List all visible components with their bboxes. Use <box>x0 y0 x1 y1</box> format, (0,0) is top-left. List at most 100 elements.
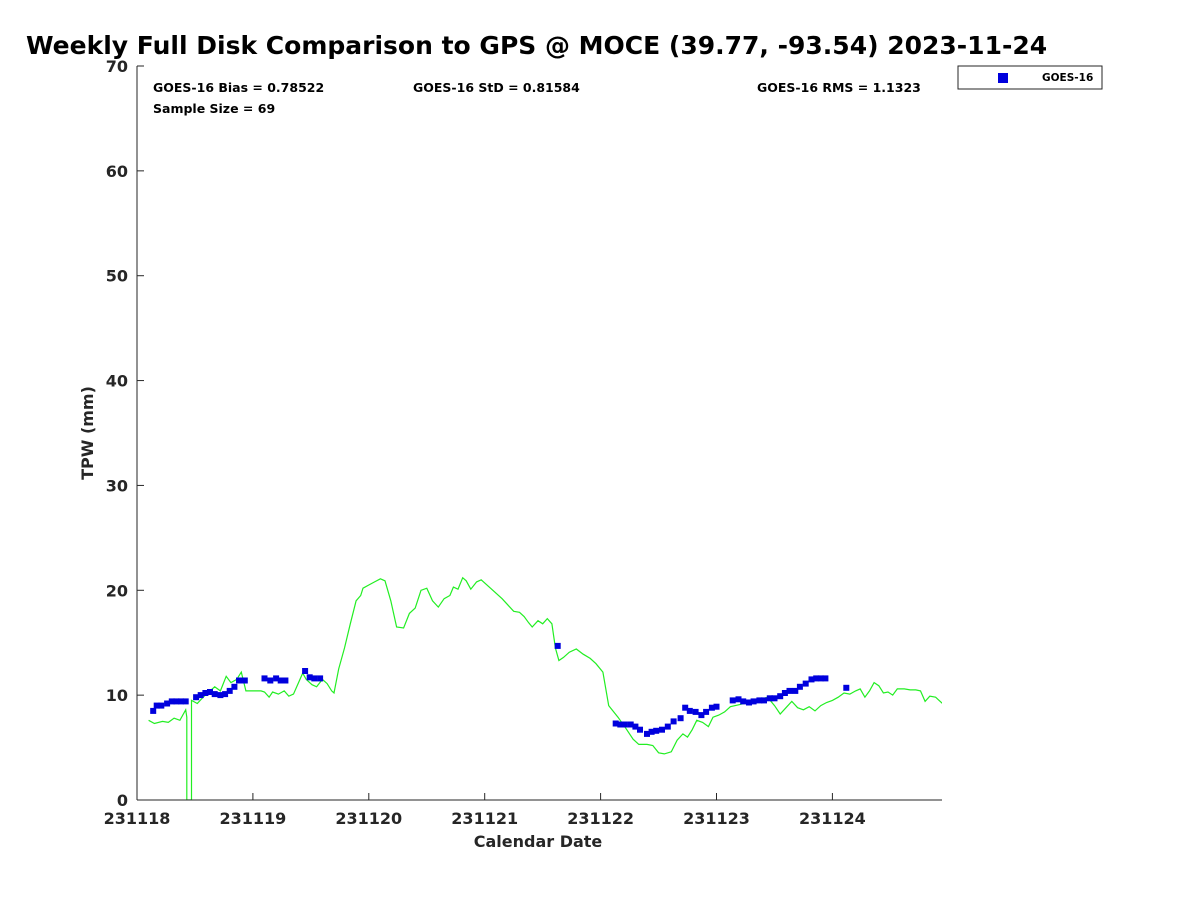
goes-point <box>703 708 710 715</box>
goes-point <box>761 697 767 704</box>
goes-point <box>158 702 165 709</box>
goes-point <box>771 695 778 702</box>
goes-point <box>168 698 175 705</box>
goes-point <box>653 727 660 734</box>
goes-point <box>677 715 684 722</box>
goes-point <box>202 690 209 696</box>
goes-point <box>822 675 829 682</box>
rms-stat: GOES-16 RMS = 1.1323 <box>757 80 921 95</box>
goes-point <box>670 718 677 725</box>
goes-series <box>150 642 850 737</box>
y-axis-ticks: 0 10 20 30 40 50 60 70 <box>106 57 144 810</box>
goes-point <box>217 692 224 699</box>
goes-point <box>750 698 757 705</box>
y-tick-label: 0 <box>117 791 128 810</box>
goes-point <box>729 697 736 704</box>
goes-point <box>273 675 280 682</box>
goes-point <box>781 690 788 696</box>
gps-series <box>148 576 942 800</box>
goes-point <box>282 677 289 684</box>
y-axis-label: TPW (mm) <box>78 386 97 480</box>
goes-point <box>211 691 218 698</box>
goes-point <box>786 687 793 694</box>
x-tick-label: 231124 <box>799 809 866 828</box>
goes-point <box>802 680 809 687</box>
goes-point <box>267 677 274 684</box>
goes-point <box>164 700 171 707</box>
goes-point <box>306 674 313 681</box>
y-tick-label: 60 <box>106 162 128 181</box>
goes-point <box>261 675 268 682</box>
goes-point <box>659 726 665 733</box>
goes-point <box>226 687 233 694</box>
goes-point <box>746 699 752 706</box>
x-tick-label: 231121 <box>451 809 518 828</box>
goes-point <box>692 708 699 715</box>
goes-point <box>632 723 639 730</box>
y-tick-label: 20 <box>106 581 128 600</box>
goes-point <box>627 721 634 728</box>
goes-point <box>241 677 248 684</box>
goes-point <box>756 697 763 704</box>
x-tick-label: 231122 <box>567 809 634 828</box>
y-tick-label: 50 <box>106 267 128 286</box>
goes-point <box>682 704 689 711</box>
goes-point <box>207 689 213 695</box>
goes-point <box>735 696 742 703</box>
legend-marker <box>998 73 1008 83</box>
x-tick-label: 231119 <box>220 809 287 828</box>
goes-point <box>621 721 628 728</box>
goes-point <box>766 695 773 702</box>
goes-point <box>777 693 784 700</box>
x-tick-label: 231120 <box>335 809 402 828</box>
x-tick-label: 231118 <box>104 809 171 828</box>
goes-point <box>817 675 824 682</box>
goes-point <box>648 728 655 735</box>
goes-point <box>792 687 799 694</box>
plot-area <box>148 576 942 800</box>
goes-point <box>197 692 204 699</box>
goes-point <box>222 691 229 698</box>
y-tick-label: 30 <box>106 476 128 495</box>
goes-point <box>644 730 650 737</box>
legend-label: GOES-16 <box>1042 72 1093 84</box>
legend: GOES-16 <box>957 65 1103 90</box>
goes-point <box>302 668 309 674</box>
chart-title: Weekly Full Disk Comparison to GPS @ MOC… <box>26 31 1047 60</box>
sample-size-stat: Sample Size = 69 <box>153 101 275 116</box>
goes-point <box>153 702 160 709</box>
x-tick-label: 231123 <box>683 809 750 828</box>
goes-point <box>193 694 200 701</box>
goes-point <box>311 675 318 682</box>
goes-point <box>178 698 184 705</box>
goes-point <box>808 676 815 683</box>
goes-point <box>617 721 624 728</box>
goes-point <box>173 698 180 705</box>
gps-line <box>148 576 942 800</box>
goes-point <box>277 677 284 684</box>
goes-point <box>182 698 189 705</box>
x-axis-ticks: 231118 231119 231120 231121 231122 231123 2311… <box>104 793 866 828</box>
goes-point <box>713 703 720 710</box>
goes-point <box>686 707 693 714</box>
std-stat: GOES-16 StD = 0.81584 <box>413 80 580 95</box>
goes-point <box>612 720 619 727</box>
bias-stat: GOES-16 Bias = 0.78522 <box>153 80 324 95</box>
goes-point <box>317 675 324 682</box>
goes-point <box>698 712 705 719</box>
goes-point <box>236 677 242 684</box>
x-axis-label: Calendar Date <box>474 832 603 851</box>
goes-point <box>796 683 803 690</box>
goes-point <box>554 642 561 649</box>
goes-point <box>813 675 820 682</box>
y-tick-label: 10 <box>106 686 128 705</box>
goes-point <box>740 698 747 705</box>
goes-point <box>664 723 671 730</box>
goes-point <box>708 704 715 711</box>
legend-box <box>957 65 1103 90</box>
y-tick-label: 70 <box>106 57 128 76</box>
goes-point <box>843 684 850 691</box>
goes-point <box>150 707 157 714</box>
goes-point <box>637 726 643 733</box>
